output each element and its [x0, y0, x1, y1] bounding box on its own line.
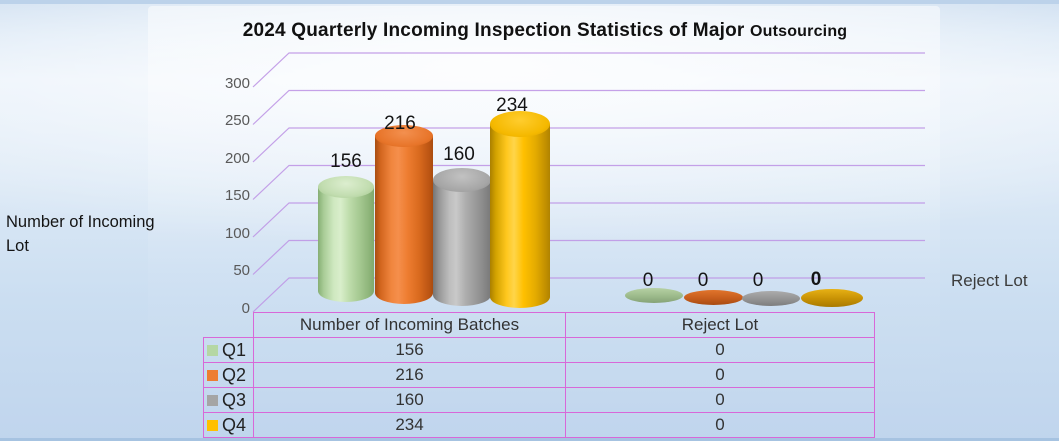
table-cell-q4-incoming: 234	[253, 413, 565, 438]
data-table: Number of Incoming Batches Reject Lot Q1…	[203, 312, 875, 438]
bar-q4-body	[490, 124, 550, 308]
table-cell-q2-incoming: 216	[253, 363, 565, 388]
y-tick-300: 300	[224, 75, 250, 92]
bar-q4-incoming	[490, 111, 550, 308]
data-label-q4-incoming: 234	[496, 95, 528, 116]
bar-q2-body	[375, 136, 433, 304]
chart-title-main: 2024 Quarterly Incoming Inspection Stati…	[242, 20, 745, 41]
data-label-q2-reject: 0	[697, 270, 709, 291]
data-label-q3-reject: 0	[752, 270, 764, 291]
data-label-q4-reject: 0	[810, 269, 822, 290]
bar-q3-top	[433, 168, 491, 192]
bottom-edge-strip	[0, 438, 1059, 441]
bar-q4-reject	[801, 289, 863, 307]
legend-key-q1: Q1	[203, 338, 253, 363]
table-corner-cell	[203, 312, 253, 338]
table-header-incoming: Number of Incoming Batches	[253, 312, 565, 338]
y-tick-0: 0	[241, 300, 250, 317]
legend-key-q2: Q2	[203, 363, 253, 388]
legend-label-q3: Q3	[222, 389, 247, 410]
data-label-q2-incoming: 216	[384, 113, 416, 134]
y-tick-200: 200	[224, 150, 250, 167]
y-tick-250: 250	[224, 112, 250, 129]
bar-q1-incoming	[318, 176, 374, 302]
table-cell-q1-reject: 0	[565, 338, 875, 363]
bar-q1-body	[318, 187, 374, 302]
bar-q1-top	[318, 176, 374, 198]
table-cell-q3-incoming: 160	[253, 388, 565, 413]
bar-q3-body	[433, 180, 491, 306]
legend-key-q3: Q3	[203, 388, 253, 413]
legend-swatch-q1	[207, 344, 218, 356]
data-label-q1-reject: 0	[642, 270, 654, 291]
y-tick-150: 150	[224, 187, 250, 204]
legend-label-q2: Q2	[222, 364, 247, 385]
bar-q3-incoming	[433, 168, 491, 306]
table-cell-q4-reject: 0	[565, 413, 875, 438]
legend-swatch-q4	[207, 419, 218, 431]
data-label-q1-incoming: 156	[330, 151, 362, 172]
category-label-reject-lot: Reject Lot	[951, 271, 1028, 290]
y-axis-title: Number of Incoming Lot	[6, 210, 206, 258]
bar-q2-reject	[684, 290, 743, 305]
chart-title-suffix: Outsourcing	[749, 23, 848, 40]
y-tick-100: 100	[224, 225, 250, 242]
table-cell-q1-incoming: 156	[253, 338, 565, 363]
bar-q3-reject	[742, 291, 800, 306]
legend-swatch-q2	[207, 369, 218, 381]
legend-label-q1: Q1	[222, 339, 247, 360]
legend-swatch-q3	[207, 394, 218, 406]
table-header-reject: Reject Lot	[565, 312, 875, 338]
table-cell-q2-reject: 0	[565, 363, 875, 388]
top-edge-strip	[0, 0, 1059, 4]
y-axis-title-line2: Lot	[6, 237, 29, 255]
data-label-q3-incoming: 160	[443, 144, 475, 165]
chart-title: 2024 Quarterly Incoming Inspection Stati…	[150, 20, 940, 42]
table-cell-q3-reject: 0	[565, 388, 875, 413]
legend-key-q4: Q4	[203, 413, 253, 438]
bar-q2-incoming	[375, 125, 433, 304]
legend-label-q4: Q4	[222, 414, 247, 435]
y-tick-50: 50	[233, 262, 250, 279]
y-axis-title-line1: Number of Incoming	[6, 213, 155, 231]
